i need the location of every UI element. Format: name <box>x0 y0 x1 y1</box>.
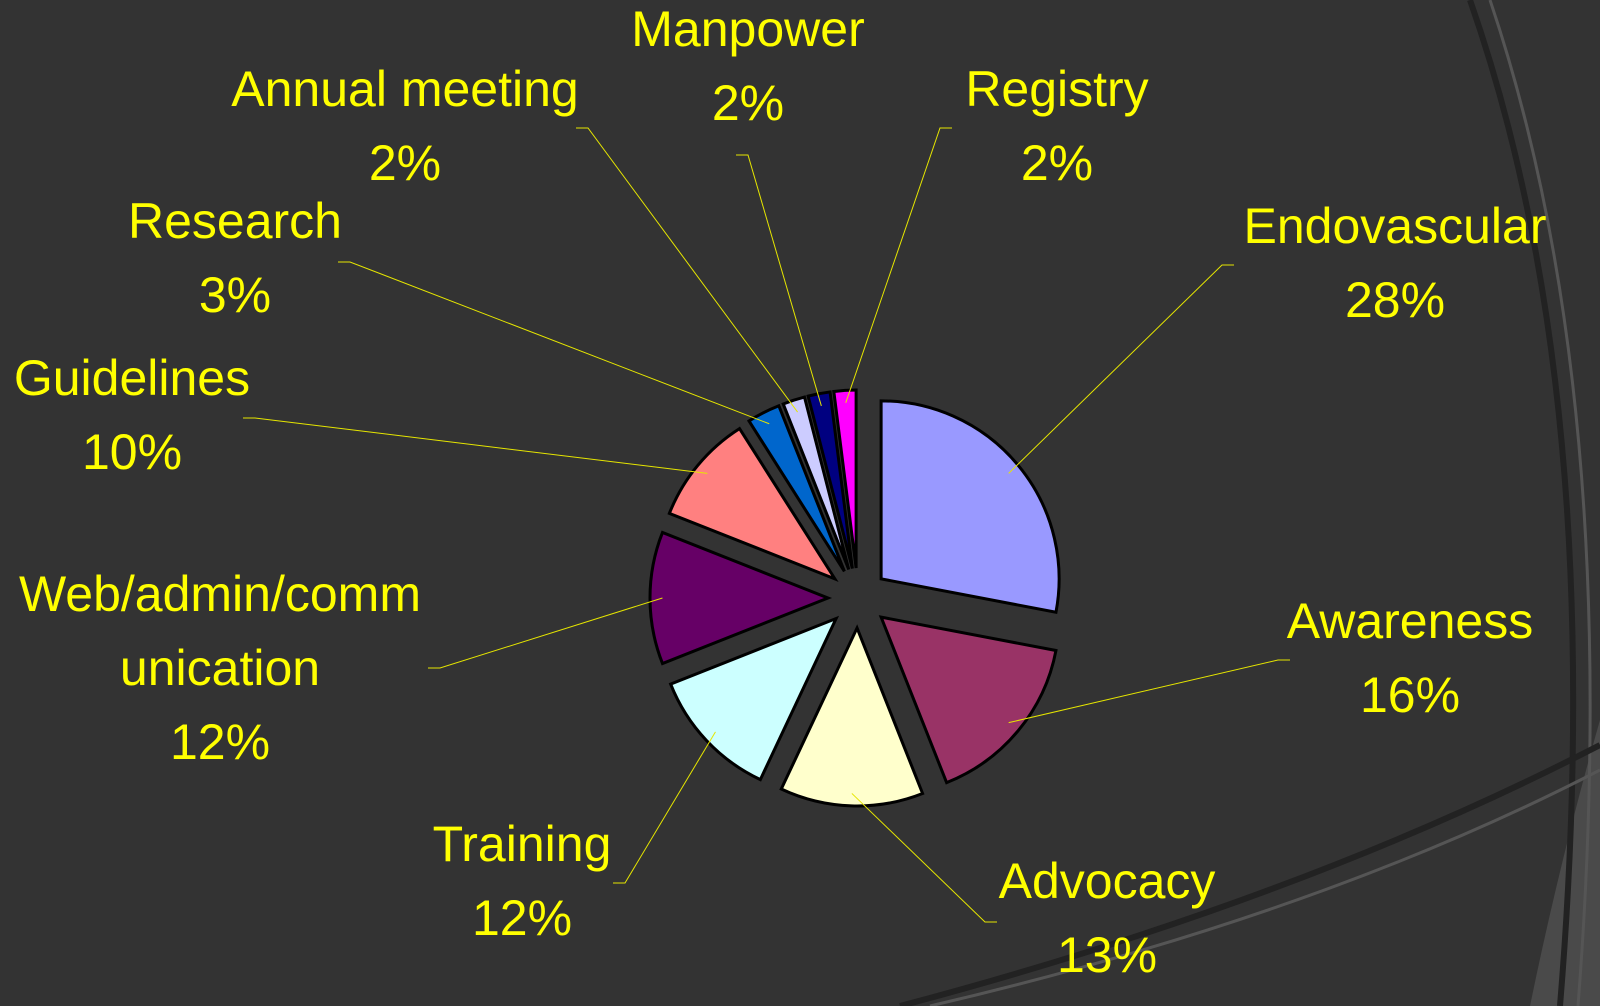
decoration <box>1467 0 1577 1006</box>
value-label: 28% <box>1345 272 1445 328</box>
slice-label: Awareness <box>1287 593 1533 649</box>
leader-line <box>576 127 798 413</box>
slice-label: Research <box>128 193 342 249</box>
slice-label: Endovascular <box>1244 198 1547 254</box>
leader-line <box>1008 264 1234 474</box>
value-label: 2% <box>712 75 784 131</box>
leader-line <box>428 597 663 669</box>
pie-slice <box>781 395 851 571</box>
slice-label: Annual meeting <box>231 61 578 117</box>
pie-slice <box>746 403 846 573</box>
leader-line <box>243 417 708 474</box>
pie-slice <box>878 615 1058 785</box>
pie-slice <box>879 399 1061 614</box>
decoration <box>1488 0 1592 1006</box>
pie-slice <box>648 530 833 666</box>
leader-line <box>851 793 997 923</box>
decoration <box>929 768 1600 1006</box>
leader-line <box>338 261 770 425</box>
value-label: 12% <box>472 890 572 946</box>
slice-label: Guidelines <box>14 350 250 406</box>
value-label: 10% <box>82 424 182 480</box>
value-label: 16% <box>1360 667 1460 723</box>
value-label: 2% <box>1021 135 1093 191</box>
leader-line <box>736 154 822 407</box>
slice-label: Web/admin/comm unication <box>19 566 421 696</box>
slice-label: Training <box>433 816 612 872</box>
pie-slice <box>667 426 839 582</box>
value-label: 12% <box>170 714 270 770</box>
leader-line <box>1008 659 1290 724</box>
slice-label: Manpower <box>631 1 864 57</box>
slice-label: Advocacy <box>999 853 1216 909</box>
slice-label: Registry <box>965 61 1148 117</box>
leader-line <box>845 127 952 404</box>
value-label: 13% <box>1057 927 1157 983</box>
pie-slice <box>668 615 840 782</box>
leader-line <box>613 731 716 884</box>
pie-slice <box>806 390 854 569</box>
pie-slice <box>779 624 925 808</box>
pie-slice <box>832 388 858 569</box>
value-label: 2% <box>369 135 441 191</box>
value-label: 3% <box>199 267 271 323</box>
decoration <box>899 742 1600 1006</box>
